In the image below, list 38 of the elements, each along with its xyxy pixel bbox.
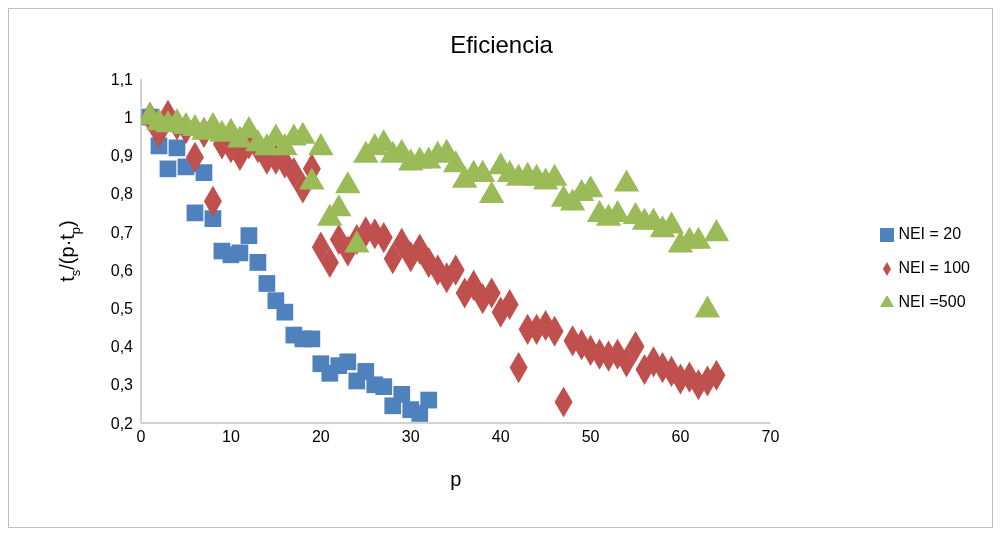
point <box>195 164 213 182</box>
point <box>240 227 258 245</box>
x-tick-label: 70 <box>761 428 780 446</box>
chart-title: Eficiencia <box>449 31 554 59</box>
legend-label: NEI = 100 <box>898 259 970 276</box>
point <box>231 244 249 262</box>
y-tick-label: 0,4 <box>110 338 134 356</box>
y-tick-label: 1,1 <box>110 70 134 88</box>
point <box>168 139 186 157</box>
y-tick-label: 0,2 <box>110 414 134 432</box>
x-tick-label: 60 <box>671 428 690 446</box>
x-axis-title: p <box>450 468 462 491</box>
legend-label: NEI = 20 <box>898 225 962 242</box>
x-tick-label: 30 <box>401 428 420 446</box>
y-tick-label: 0,7 <box>110 223 134 241</box>
point <box>186 204 204 222</box>
x-tick-label: 20 <box>311 428 330 446</box>
y-tick-label: 0,6 <box>110 261 134 279</box>
point <box>249 254 267 271</box>
x-tick-label: 50 <box>581 428 600 446</box>
point <box>258 275 276 292</box>
x-tick-label: 40 <box>491 428 510 446</box>
point <box>276 303 294 321</box>
legend-label: NEI =500 <box>898 293 966 310</box>
point <box>303 330 321 348</box>
point <box>393 385 411 403</box>
point <box>411 405 429 422</box>
point <box>375 378 393 396</box>
x-tick-label: 0 <box>136 428 146 446</box>
point <box>159 160 177 178</box>
point <box>339 353 357 371</box>
y-tick-label: 0,5 <box>110 300 134 318</box>
point <box>420 391 438 409</box>
y-tick-label: 0,9 <box>110 147 134 165</box>
x-tick-label: 10 <box>222 428 240 446</box>
y-tick-label: 1 <box>124 108 134 126</box>
y-tick-label: 0,3 <box>110 376 134 394</box>
y-tick-label: 0,8 <box>110 185 134 203</box>
